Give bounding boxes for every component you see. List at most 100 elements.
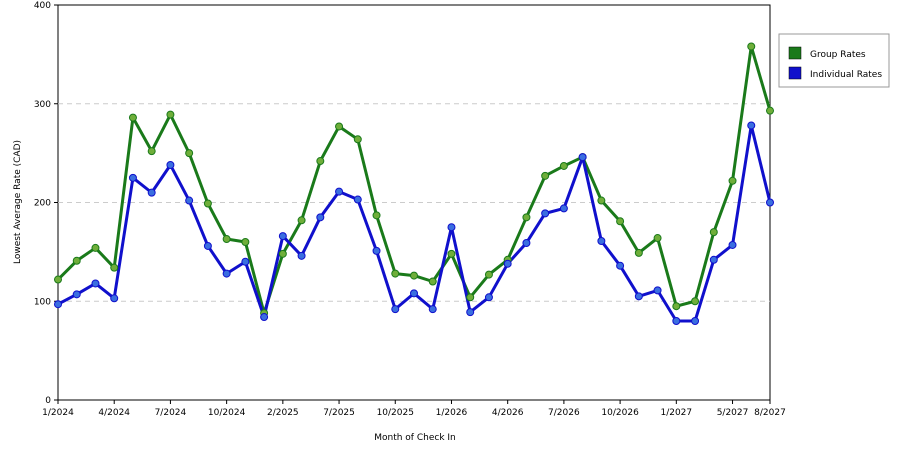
data-point (110, 263, 119, 272)
data-point (541, 209, 550, 218)
legend-swatch (788, 46, 802, 60)
data-point (203, 241, 212, 250)
x-tick-label: 10/2024 (208, 408, 246, 418)
data-point (522, 238, 531, 247)
data-point (747, 121, 756, 130)
data-point (616, 261, 625, 270)
data-point (522, 213, 531, 222)
data-point (428, 277, 437, 286)
data-point (391, 305, 400, 314)
x-tick-label: 1/2027 (660, 408, 692, 418)
legend-label: Group Rates (810, 50, 866, 60)
x-tick-label: 7/2024 (155, 408, 187, 418)
data-point (353, 135, 362, 144)
data-point (297, 216, 306, 225)
data-point (278, 232, 287, 241)
y-tick-label: 300 (34, 100, 51, 110)
data-point (728, 240, 737, 249)
data-point (541, 171, 550, 180)
x-tick-label: 4/2024 (98, 408, 130, 418)
data-point (353, 195, 362, 204)
data-point (653, 286, 662, 295)
data-point (597, 196, 606, 205)
data-point (747, 42, 756, 51)
x-tick-label: 4/2026 (492, 408, 524, 418)
legend-swatch (788, 66, 802, 80)
data-point (335, 122, 344, 131)
data-point (260, 313, 269, 322)
data-point (72, 256, 81, 265)
data-point (484, 270, 493, 279)
data-point (316, 157, 325, 166)
data-point (691, 317, 700, 325)
y-tick-label: 0 (45, 396, 51, 406)
data-point (91, 279, 100, 288)
x-tick-label: 8/2027 (754, 408, 786, 418)
data-point (616, 217, 625, 226)
data-point (147, 147, 156, 156)
data-point (766, 198, 774, 207)
x-tick-label: 1/2026 (436, 408, 468, 418)
data-point (466, 293, 475, 302)
y-tick-label: 100 (34, 297, 51, 307)
y-axis-label: Lowest Average Rate (CAD) (13, 140, 23, 264)
data-point (185, 196, 194, 205)
x-tick-label: 1/2024 (42, 408, 74, 418)
data-point (672, 302, 681, 311)
data-point (222, 235, 231, 244)
data-point (466, 308, 475, 317)
data-point (166, 160, 175, 169)
x-tick-label: 7/2025 (323, 408, 355, 418)
data-point (203, 199, 212, 208)
data-point (634, 292, 643, 301)
x-tick-label: 7/2026 (548, 408, 580, 418)
data-point (728, 176, 737, 185)
data-point (503, 259, 512, 268)
data-point (428, 305, 437, 314)
x-tick-label: 10/2025 (377, 408, 414, 418)
data-point (766, 106, 774, 115)
data-point (597, 237, 606, 246)
data-point (691, 297, 700, 306)
y-tick-label: 200 (34, 199, 51, 209)
data-point (241, 238, 250, 246)
data-point (391, 269, 400, 278)
x-tick-label: 5/2027 (717, 408, 749, 418)
data-point (110, 294, 119, 303)
y-tick-label: 400 (34, 1, 51, 11)
data-point (72, 290, 81, 299)
data-point (653, 234, 662, 243)
data-point (672, 317, 681, 325)
data-point (447, 249, 456, 258)
data-point (185, 149, 194, 158)
data-point (578, 153, 587, 162)
data-point (297, 251, 306, 260)
data-point (128, 173, 137, 182)
data-point (128, 113, 137, 122)
data-point (410, 271, 418, 280)
data-point (91, 243, 100, 252)
data-point (278, 249, 287, 258)
x-axis-label: Month of Check In (374, 433, 456, 443)
data-point (484, 293, 493, 302)
data-point (634, 248, 643, 257)
data-point (559, 161, 568, 170)
data-point (222, 269, 231, 278)
x-tick-label: 2/2025 (267, 408, 299, 418)
data-point (54, 275, 62, 284)
legend-label: Individual Rates (810, 70, 882, 80)
data-point (147, 188, 156, 197)
data-point (372, 246, 381, 255)
data-point (559, 204, 568, 213)
data-point (447, 223, 456, 232)
data-point (709, 255, 718, 264)
data-point (54, 300, 62, 309)
data-point (372, 211, 381, 220)
data-point (410, 289, 418, 298)
x-tick-label: 10/2026 (601, 408, 639, 418)
data-point (709, 228, 718, 237)
data-point (316, 213, 325, 222)
data-point (335, 187, 344, 196)
data-point (241, 257, 250, 266)
